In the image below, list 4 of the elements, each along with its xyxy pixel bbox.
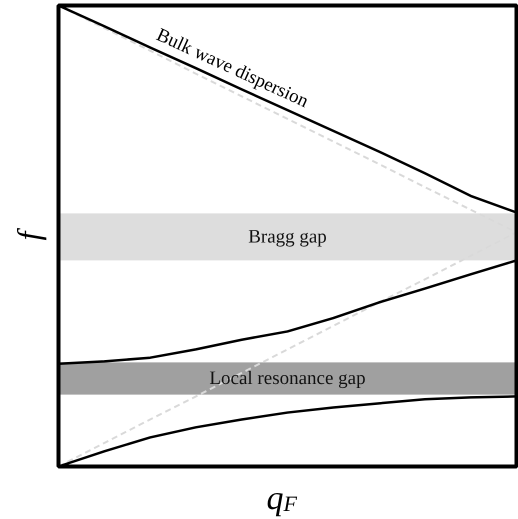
band-label: Local resonance gap [209, 368, 366, 389]
y-axis-title: f [10, 227, 46, 240]
band-label: Bragg gap [248, 226, 327, 248]
x-axis-title: qF [266, 480, 298, 517]
